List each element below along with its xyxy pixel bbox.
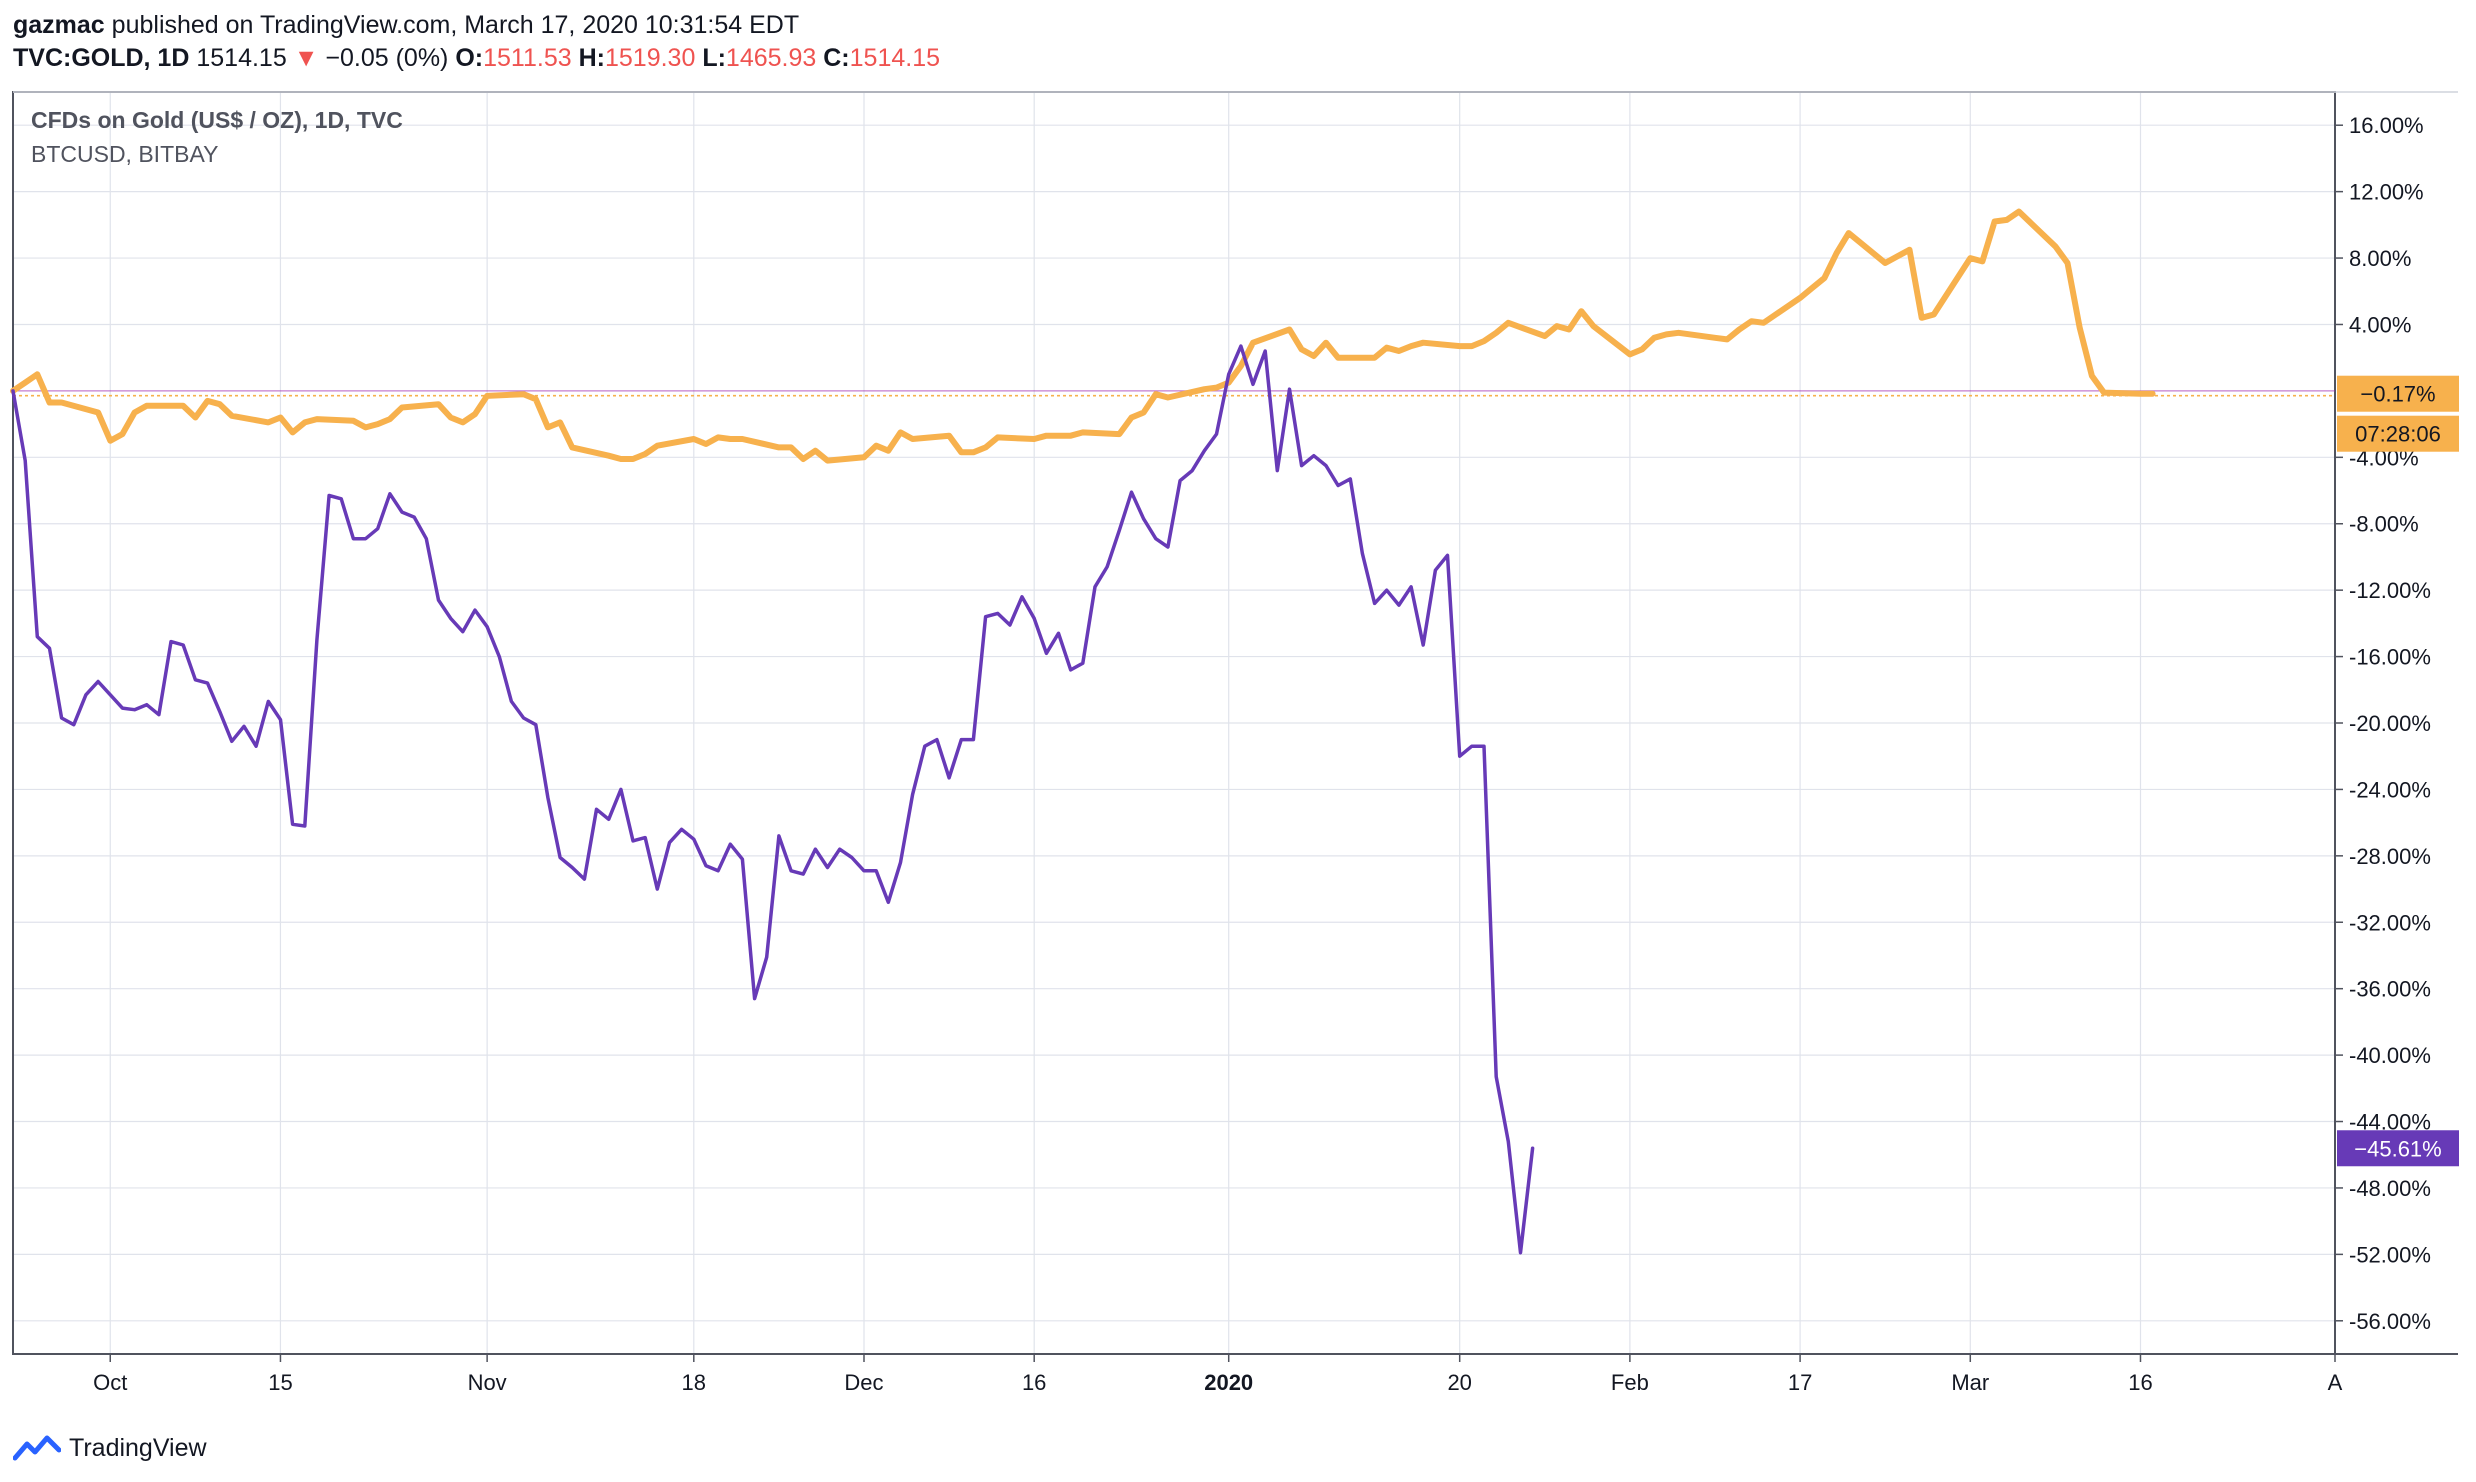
x-tick-label: Mar (1951, 1370, 1989, 1395)
x-tick-label: 20 (1447, 1370, 1471, 1395)
y-tick-label: -28.00% (2349, 844, 2431, 869)
change-value: −0.05 (0%) (325, 44, 449, 72)
y-tick-label: -56.00% (2349, 1309, 2431, 1334)
close-value: 1514.15 (849, 44, 941, 72)
close-label: C: (823, 44, 850, 72)
x-tick-label: 17 (1788, 1370, 1812, 1395)
y-tick-label: -48.00% (2349, 1176, 2431, 1201)
y-tick-label: -52.00% (2349, 1242, 2431, 1267)
open-label: O: (455, 44, 484, 72)
ohlc-line: TVC:GOLD, 1D 1514.15 ▼ −0.05 (0%) O:1511… (13, 43, 940, 73)
x-tick-label: Feb (1611, 1370, 1649, 1395)
x-tick-label: Nov (468, 1370, 507, 1395)
x-tick-label: 18 (682, 1370, 706, 1395)
y-tick-label: -40.00% (2349, 1043, 2431, 1068)
x-tick-label: 16 (1022, 1370, 1046, 1395)
legend-gold[interactable]: CFDs on Gold (US$ / OZ), 1D, TVC (31, 107, 403, 133)
tradingview-brand: TradingView (69, 1433, 207, 1462)
low-label: L: (702, 44, 726, 72)
gold-countdown-bg (2337, 415, 2459, 452)
high-label: H: (578, 44, 605, 72)
published-text: published on TradingView.com, March 17, … (111, 11, 800, 39)
x-tick-label: Oct (93, 1370, 127, 1395)
y-axis-ticks: 16.00%12.00%8.00%4.00%-4.00%-8.00%-12.00… (2335, 113, 2431, 1334)
x-tick-label: 15 (268, 1370, 292, 1395)
y-tick-label: -12.00% (2349, 578, 2431, 603)
y-tick-label: -8.00% (2349, 512, 2419, 537)
btc-last-value-label-bg (2337, 1130, 2459, 1167)
btc-last-value-label: −45.61% (2354, 1136, 2441, 1161)
y-tick-label: -36.00% (2349, 977, 2431, 1002)
y-tick-label: -16.00% (2349, 645, 2431, 670)
symbol-label[interactable]: TVC:GOLD, 1D (13, 44, 190, 72)
gold-countdown-label: 07:28:06 (2355, 422, 2441, 447)
x-axis-ticks: Oct 15 Nov 18 Dec 16 2020 20 Feb 17 Mar 16 A (93, 1354, 2343, 1395)
y-tick-label: -32.00% (2349, 910, 2431, 935)
gold-last-value-label: −0.17% (2360, 382, 2435, 407)
publish-info: gazmac published on TradingView.com, Mar… (13, 10, 799, 40)
change-arrow-icon: ▼ (293, 44, 319, 72)
chart[interactable]: 16.00%12.00%8.00%4.00%-4.00%-8.00%-12.00… (0, 0, 2476, 1420)
x-tick-label: 2020 (1204, 1370, 1253, 1395)
y-tick-label: -20.00% (2349, 711, 2431, 736)
open-value: 1511.53 (483, 44, 572, 72)
btc-series-line[interactable] (11, 344, 1535, 1255)
author-name[interactable]: gazmac (13, 11, 105, 39)
tradingview-logo-icon (13, 1435, 61, 1461)
low-value: 1465.93 (725, 44, 817, 72)
last-value-labels: −0.17% 07:28:06 −45.61% (2337, 375, 2459, 1167)
high-value: 1519.30 (604, 44, 696, 72)
y-tick-label: 8.00% (2349, 246, 2411, 271)
y-tick-label: -24.00% (2349, 777, 2431, 802)
y-tick-label: 16.00% (2349, 113, 2424, 138)
tradingview-logo[interactable]: TradingView (13, 1430, 207, 1466)
y-tick-label: 4.00% (2349, 312, 2411, 337)
x-tick-label: A (2328, 1370, 2343, 1395)
gold-last-value-label-bg (2337, 375, 2459, 412)
x-tick-label: 16 (2128, 1370, 2152, 1395)
legend-btc[interactable]: BTCUSD, BITBAY (31, 141, 218, 167)
gold-series-line[interactable] (10, 208, 2156, 464)
chart-grid (13, 92, 2335, 1354)
last-price: 1514.15 (196, 44, 287, 72)
x-tick-label: Dec (844, 1370, 883, 1395)
series-layer (10, 208, 2156, 1255)
y-tick-label: 12.00% (2349, 180, 2424, 205)
